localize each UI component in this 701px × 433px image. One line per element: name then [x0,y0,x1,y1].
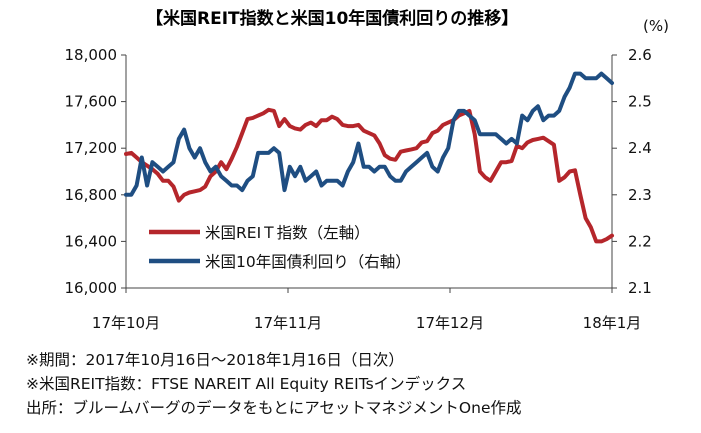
x-axis-ticks: 17年10月 17年11月 17年12月 18年1月 [92,288,641,332]
right-axis-unit: (%) [643,17,669,35]
axes [125,55,613,289]
left-tick-label: 16,400 [65,232,118,250]
right-tick-label: 2.5 [628,93,652,111]
right-axis-ticks: 2.1 2.2 2.3 2.4 2.5 2.6 [612,46,652,297]
series-lines [124,71,614,244]
left-tick-label: 17,200 [65,139,118,157]
x-tick-label: 17年12月 [416,314,484,332]
chart-title: 【米国REIT指数と米国10年国債利回りの推移】 [146,8,518,29]
left-tick-label: 16,800 [65,186,118,204]
note-period: ※期間：2017年10月16日～2018年1月16日（日次） [26,351,404,369]
legend: 米国REIＴ指数（左軸） 米国10年国債利回り（右軸） [149,224,411,271]
left-tick-label: 17,600 [65,93,118,111]
legend-label-reit: 米国REIＴ指数（左軸） [205,224,370,242]
x-tick-label: 17年10月 [92,314,160,332]
series-line-yield [124,71,614,197]
note-index: ※米国REIT指数：FTSE NAREIT All Equity REITsイン… [26,375,467,393]
notes: ※期間：2017年10月16日～2018年1月16日（日次） ※米国REIT指数… [26,348,521,420]
right-tick-label: 2.4 [628,139,652,157]
right-tick-label: 2.6 [628,46,652,64]
note-source: 出所：ブルームバーグのデータをもとにアセットマネジメントOne作成 [26,399,522,417]
x-tick-label: 17年11月 [254,314,322,332]
right-tick-label: 2.3 [628,186,652,204]
x-tick-label: 18年1月 [583,314,642,332]
left-tick-label: 18,000 [65,46,118,64]
legend-label-yield: 米国10年国債利回り（右軸） [205,253,411,271]
series-line-reit [124,107,614,244]
left-tick-label: 16,000 [65,279,118,297]
left-axis-ticks: 16,000 16,400 16,800 17,200 17,600 18,000 [65,46,126,297]
right-tick-label: 2.2 [628,232,652,250]
right-tick-label: 2.1 [628,279,652,297]
